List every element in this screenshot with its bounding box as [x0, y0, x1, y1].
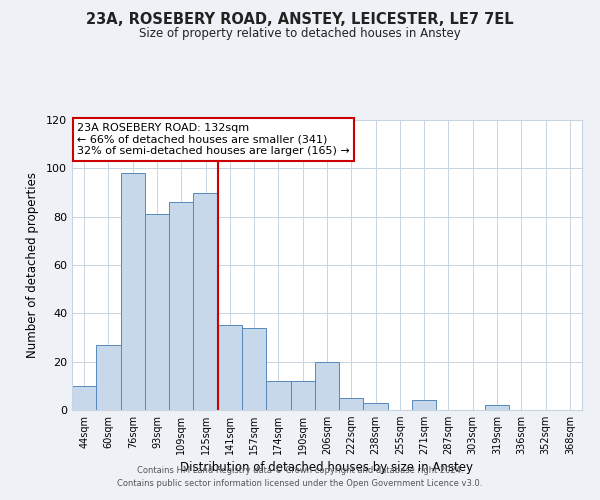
Y-axis label: Number of detached properties: Number of detached properties [26, 172, 39, 358]
Bar [339, 398, 364, 410]
Bar [96, 345, 121, 410]
Text: Contains HM Land Registry data © Crown copyright and database right 2024.
Contai: Contains HM Land Registry data © Crown c… [118, 466, 482, 487]
Text: Size of property relative to detached houses in Anstey: Size of property relative to detached ho… [139, 28, 461, 40]
Bar [193, 192, 218, 410]
Bar [364, 403, 388, 410]
Bar [121, 173, 145, 410]
Text: 23A ROSEBERY ROAD: 132sqm
← 66% of detached houses are smaller (341)
32% of semi: 23A ROSEBERY ROAD: 132sqm ← 66% of detac… [77, 123, 350, 156]
Bar [169, 202, 193, 410]
Bar [266, 381, 290, 410]
Bar [218, 326, 242, 410]
Bar [412, 400, 436, 410]
Bar [315, 362, 339, 410]
Text: 23A, ROSEBERY ROAD, ANSTEY, LEICESTER, LE7 7EL: 23A, ROSEBERY ROAD, ANSTEY, LEICESTER, L… [86, 12, 514, 28]
Bar [72, 386, 96, 410]
X-axis label: Distribution of detached houses by size in Anstey: Distribution of detached houses by size … [181, 462, 473, 474]
Bar [485, 405, 509, 410]
Bar [145, 214, 169, 410]
Bar [290, 381, 315, 410]
Bar [242, 328, 266, 410]
